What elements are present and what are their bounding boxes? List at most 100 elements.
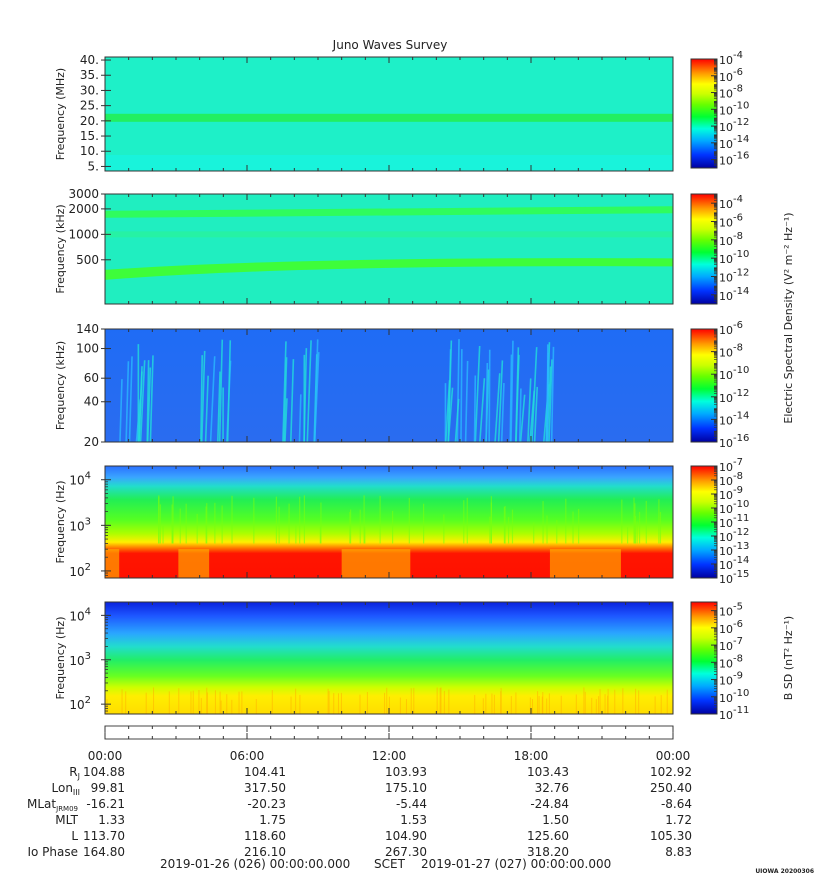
emission-streak <box>218 339 224 443</box>
ephem-value: 216.10 <box>244 845 286 859</box>
y-axis-label: Frequency (MHz) <box>54 68 67 160</box>
emission-streak <box>494 373 501 443</box>
y-tick-label: 3000 <box>68 187 99 201</box>
emission-streak <box>298 394 302 443</box>
emission-streak <box>456 339 460 443</box>
emission-streak <box>531 347 538 443</box>
emission-streak <box>447 340 453 443</box>
spectrogram-background <box>105 329 673 442</box>
panels: 5.10.15.20.25. 30.35.40. Frequency (MHz) 10… <box>54 50 795 722</box>
ephem-value: 32.76 <box>535 781 569 795</box>
colorbar-tick-label: 10-7 <box>719 636 743 653</box>
time-label: 18:00 <box>514 749 549 763</box>
emission-streak <box>497 360 504 443</box>
ephem-value: 113.70 <box>83 829 125 843</box>
y-axis-label: Frequency (Hz) <box>54 481 67 564</box>
ephem-label-lon: LonIII <box>52 781 81 797</box>
ephem-value: 318.20 <box>527 845 569 859</box>
time-tick-labels: 00:00 06:00 12:00 18:00 00:00 <box>88 749 691 763</box>
emission-streak <box>313 339 319 443</box>
time-label: 00:00 <box>656 749 691 763</box>
ephem-label-mlat: MLatJRM09 <box>27 797 78 813</box>
emission-streak <box>139 360 146 443</box>
time-label: 12:00 <box>372 749 407 763</box>
ephem-value: -8.64 <box>661 797 692 811</box>
y-tick-label: 20. <box>80 114 99 128</box>
ephem-label-mlt: MLT <box>55 813 78 827</box>
ephem-value: 104.88 <box>83 765 125 779</box>
y-tick-label: 102 <box>69 562 91 579</box>
ephem-value: 1.72 <box>665 813 692 827</box>
footer-credit: UIOWA 20200306 <box>755 868 814 875</box>
colorbar-tick-label: 10-12 <box>719 268 749 285</box>
emission-streak <box>149 355 154 443</box>
ephem-value: 164.80 <box>83 845 125 859</box>
emission-streak <box>138 366 143 443</box>
spectrogram-background <box>105 602 673 714</box>
colorbar-tick-label: 10-10 <box>719 100 749 117</box>
emission-streak <box>146 367 152 443</box>
colorbar-tick-label: 10-8 <box>719 653 743 670</box>
ephem-value: -24.84 <box>530 797 569 811</box>
emission-streak <box>128 356 133 443</box>
time-label: 06:00 <box>230 749 265 763</box>
emission-streak <box>479 378 486 443</box>
colorbar-label-electric: Electric Spectral Density (V² m⁻² Hz⁻¹) <box>782 212 795 423</box>
y-tick-label: 10. <box>80 144 99 158</box>
colorbar-tick-label: 10-4 <box>719 194 743 211</box>
colorbar-tick-label: 10-4 <box>719 50 743 67</box>
y-tick-label: 60 <box>84 371 99 385</box>
y-axis-label: Frequency (Hz) <box>54 617 67 700</box>
footer-scet: SCET <box>374 857 406 871</box>
ephem-value: -16.21 <box>86 797 125 811</box>
emission-streak <box>284 398 288 443</box>
emission-streak <box>474 345 481 443</box>
emission-streak <box>282 341 287 443</box>
ephem-value: 175.10 <box>385 781 427 795</box>
panel-3: 20 40 60 100 140 Frequency (kHz) 10-6 10-8 10-10… <box>54 320 749 450</box>
emission-streak <box>200 355 204 443</box>
emission-streak <box>444 380 451 443</box>
ephem-value: 267.30 <box>385 845 427 859</box>
emission-streak <box>454 398 460 443</box>
ephem-value: 1.50 <box>542 813 569 827</box>
emission-band-upper <box>105 206 673 218</box>
emission-streak <box>527 378 532 443</box>
ephem-value: -20.23 <box>247 797 286 811</box>
emission-streak <box>125 361 130 443</box>
colorbar-tick-label: 10-5 <box>719 602 743 619</box>
emission-band <box>105 113 673 122</box>
emission-streak <box>119 379 123 443</box>
emission-streak <box>509 354 513 443</box>
y-tick-label: 140 <box>76 322 99 336</box>
emission-streak <box>460 349 463 443</box>
ephem-value: 104.90 <box>385 829 427 843</box>
colorbar <box>690 58 718 169</box>
emission-streak <box>515 354 520 443</box>
emission-streak <box>226 340 232 443</box>
emission-streak <box>500 383 505 443</box>
colorbar <box>690 601 718 715</box>
colorbar-tick-label: 10-10 <box>719 688 749 705</box>
emission-streak <box>200 350 206 443</box>
ephem-value: 1.75 <box>259 813 286 827</box>
footer-start-time: 2019-01-26 (026) 00:00:00.000 <box>160 857 350 871</box>
ephem-value: 1.33 <box>98 813 125 827</box>
emission-streak <box>545 352 550 443</box>
ephem-value: 103.93 <box>385 765 427 779</box>
ephem-value: 118.60 <box>244 829 286 843</box>
y-tick-label: 103 <box>69 516 91 533</box>
spectral-dip <box>549 549 621 578</box>
emission-streak <box>518 388 522 443</box>
y-tick-label: 15. <box>80 129 99 143</box>
y-tick-label: 35. <box>80 68 99 82</box>
y-axis-label: Frequency (kHz) <box>54 341 67 430</box>
y-tick-label: 104 <box>69 471 91 488</box>
y-tick-label: 40 <box>84 395 99 409</box>
ephem-value: 104.41 <box>244 765 286 779</box>
colorbar-tick-label: 10-12 <box>719 388 749 405</box>
